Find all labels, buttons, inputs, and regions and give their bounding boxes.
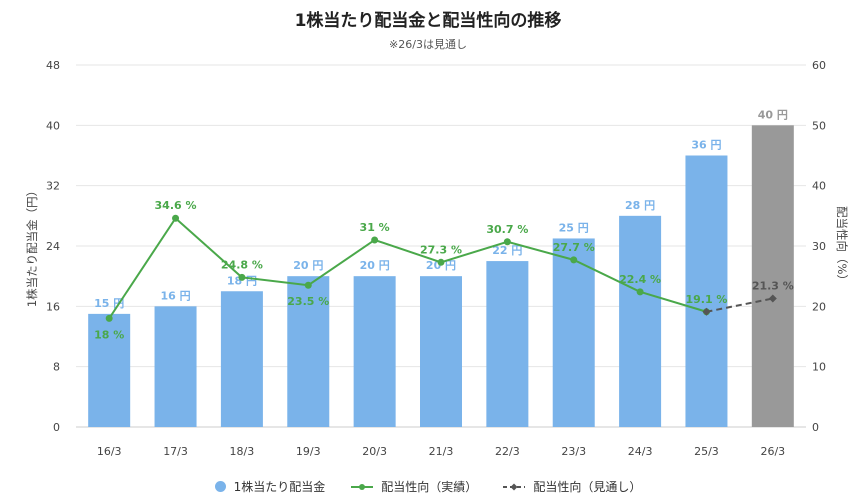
payout-actual-label: 31 % <box>360 221 390 234</box>
chart-legend: 1株当たり配当金 配当性向（実績） 配当性向（見通し） <box>0 478 856 495</box>
x-tick-label: 19/3 <box>296 445 321 458</box>
payout-forecast-point <box>702 307 711 316</box>
payout-actual-point <box>105 314 113 322</box>
bar <box>552 238 595 427</box>
bar-value-label: 20 円 <box>293 259 323 272</box>
payout-forecast-line <box>706 297 774 313</box>
y-left-tick-label: 48 <box>46 59 60 72</box>
bar <box>88 313 131 427</box>
bar <box>287 276 330 427</box>
payout-actual-point <box>172 214 180 222</box>
payout-actual-point <box>304 281 312 289</box>
y-left-axis-title: 1株当たり配当金（円） <box>25 185 39 307</box>
y-left-tick-label: 40 <box>46 119 60 132</box>
legend-line-green-icon <box>351 483 374 490</box>
x-tick-label: 24/3 <box>628 445 653 458</box>
payout-actual-point <box>503 238 511 246</box>
x-tick-label: 23/3 <box>561 445 586 458</box>
y-right-tick-label: 60 <box>812 59 826 72</box>
y-right-tick-label: 20 <box>812 300 826 313</box>
payout-actual-label: 34.6 % <box>155 199 197 212</box>
legend-item-dividend[interactable]: 1株当たり配当金 <box>214 478 326 495</box>
x-tick-label: 22/3 <box>495 445 520 458</box>
bar-value-label: 20 円 <box>360 259 390 272</box>
payout-forecast-point <box>768 294 777 303</box>
legend-bar-swatch-icon <box>214 481 226 492</box>
y-right-tick-label: 0 <box>812 421 819 434</box>
payout-actual-label: 22.4 % <box>619 273 661 286</box>
y-left-tick-label: 0 <box>53 421 60 434</box>
legend-label-payout-actual: 配当性向（実績） <box>381 480 478 494</box>
payout-actual-line <box>108 216 707 319</box>
bar-value-label: 16 円 <box>160 289 190 302</box>
x-tick-label: 20/3 <box>362 445 387 458</box>
y-right-tick-label: 10 <box>812 361 826 374</box>
legend-item-payout-forecast[interactable]: 配当性向（見通し） <box>503 478 641 495</box>
chart-subtitle: ※26/3は見通し <box>389 38 467 51</box>
dividend-chart: 0 8 16 24 32 40 48 0 10 20 30 40 50 60 1株当たり配当金（円） 配当性向… <box>25 59 849 458</box>
bar-forecast <box>751 125 794 427</box>
x-tick-label: 16/3 <box>97 445 122 458</box>
x-tick-label: 17/3 <box>163 445 188 458</box>
y-left-tick-label: 24 <box>46 240 60 253</box>
bar <box>619 215 662 427</box>
bar-value-label: 40 円 <box>758 108 788 121</box>
bar-value-label: 22 円 <box>492 244 522 257</box>
legend-item-payout-actual[interactable]: 配当性向（実績） <box>351 478 477 495</box>
bar <box>220 291 263 427</box>
x-tick-label: 18/3 <box>230 445 255 458</box>
y-left-tick-label: 32 <box>46 180 60 193</box>
legend-label-dividend: 1株当たり配当金 <box>233 480 326 494</box>
payout-actual-label: 24.8 % <box>221 258 263 271</box>
bar <box>486 261 529 427</box>
payout-actual-point <box>437 258 445 266</box>
bar <box>685 155 728 427</box>
y-left-tick-label: 16 <box>46 300 60 313</box>
payout-actual-point <box>570 256 578 264</box>
y-right-tick-label: 30 <box>812 240 826 253</box>
payout-actual-point <box>371 236 379 244</box>
payout-actual-label: 19.1 % <box>685 293 727 306</box>
payout-actual-label: 27.3 % <box>420 243 462 256</box>
bar-value-label: 28 円 <box>625 199 655 212</box>
chart-title: 1株当たり配当金と配当性向の推移 <box>294 11 562 31</box>
bar <box>353 276 396 427</box>
payout-actual-point <box>636 288 644 296</box>
x-tick-label: 26/3 <box>760 445 785 458</box>
y-right-tick-label: 50 <box>812 119 826 132</box>
payout-actual-label: 30.7 % <box>486 223 528 236</box>
legend-line-dashed-icon <box>503 483 526 490</box>
bar <box>154 306 197 427</box>
legend-label-payout-forecast: 配当性向（見通し） <box>533 480 642 494</box>
payout-actual-label: 27.7 % <box>553 241 595 254</box>
bar-value-label: 25 円 <box>559 221 589 234</box>
payout-actual-point <box>238 273 246 281</box>
bar-value-label: 36 円 <box>691 139 721 152</box>
x-tick-label: 25/3 <box>694 445 719 458</box>
payout-actual-label: 23.5 % <box>287 295 329 308</box>
y-right-tick-label: 40 <box>812 180 826 193</box>
bar <box>420 276 462 427</box>
payout-actual-label: 18 % <box>94 328 124 341</box>
payout-forecast-label: 21.3 % <box>752 279 794 292</box>
y-left-tick-label: 8 <box>53 361 60 374</box>
x-tick-label: 21/3 <box>429 445 454 458</box>
y-right-axis-title: 配当性向（%） <box>835 206 849 286</box>
